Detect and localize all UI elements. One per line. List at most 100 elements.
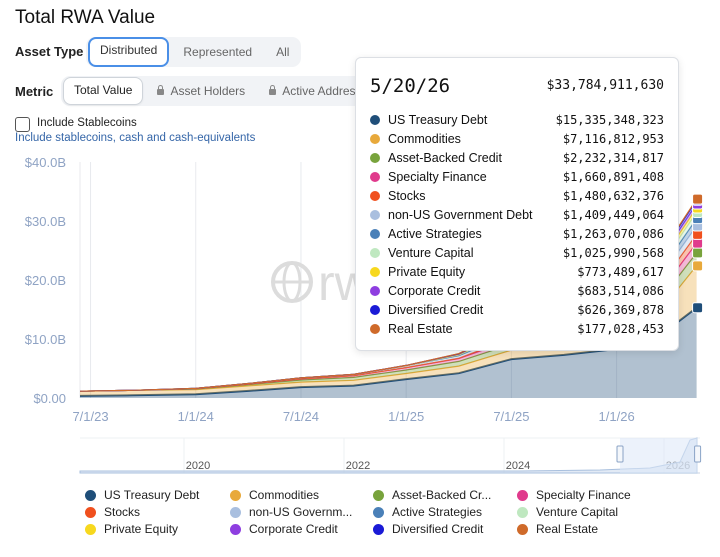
include-stablecoins-description: Include stablecoins, cash and cash-equiv… xyxy=(15,132,256,144)
series-area[interactable] xyxy=(80,307,697,398)
tooltip-series-value: $773,489,617 xyxy=(577,265,664,279)
tooltip-series-dot xyxy=(370,248,380,258)
legend-label: Asset-Backed Cr... xyxy=(392,488,492,502)
legend-label: Active Strategies xyxy=(392,505,483,519)
legend-dot xyxy=(85,524,96,535)
legend-dot xyxy=(373,490,384,501)
legend-dot xyxy=(517,524,528,535)
tooltip-series-dot xyxy=(370,286,380,296)
tooltip-row: non-US Government Debt $1,409,449,064 xyxy=(368,207,664,225)
legend-label: Venture Capital xyxy=(536,505,619,519)
metric-selector: Total Value Asset Holders Active Address… xyxy=(61,76,387,106)
tooltip-series-value: $683,514,086 xyxy=(577,284,664,298)
legend-dot xyxy=(517,507,528,518)
tooltip-series-name: Diversified Credit xyxy=(388,303,484,317)
x-tick-label: 7/1/24 xyxy=(283,409,319,424)
navigator-selection[interactable] xyxy=(620,438,698,473)
tooltip-series-dot xyxy=(370,210,380,220)
tooltip-row: Specialty Finance $1,660,891,408 xyxy=(368,169,664,187)
navigator-series xyxy=(79,437,698,474)
tooltip-series-name: Active Strategies xyxy=(388,227,482,241)
tooltip-series-value: $626,369,878 xyxy=(577,303,664,317)
tooltip-row: Stocks $1,480,632,376 xyxy=(368,188,664,206)
series-end-marker xyxy=(692,260,704,272)
legend-dot xyxy=(373,507,384,518)
tooltip-series-value: $1,409,449,064 xyxy=(562,208,664,222)
legend-dot xyxy=(85,507,96,518)
lock-icon xyxy=(157,85,165,95)
tooltip-series-value: $1,660,891,408 xyxy=(562,170,664,184)
asset-type-represented[interactable]: Represented xyxy=(183,45,253,59)
tooltip-total: $33,784,911,630 xyxy=(546,78,664,93)
x-tick-label: 7/1/23 xyxy=(72,409,108,424)
legend-label: Real Estate xyxy=(536,522,599,536)
tooltip-series-dot xyxy=(370,134,380,144)
x-tick-label: 1/1/25 xyxy=(388,409,424,424)
legend-dot xyxy=(373,524,384,535)
y-tick-label: $0.00 xyxy=(33,391,66,406)
tooltip-series-dot xyxy=(370,115,380,125)
asset-type-distributed[interactable]: Distributed xyxy=(88,37,170,67)
legend-label: Specialty Finance xyxy=(536,488,631,502)
legend-dot xyxy=(230,507,241,518)
tooltip-series-name: US Treasury Debt xyxy=(388,113,488,127)
navigator-handle-left[interactable] xyxy=(616,445,624,463)
tooltip-series-value: $177,028,453 xyxy=(577,322,664,336)
tooltip-series-name: Stocks xyxy=(388,189,426,203)
navigator-label: 2022 xyxy=(346,460,370,472)
tooltip-row: Active Strategies $1,263,070,086 xyxy=(368,226,664,244)
lock-icon xyxy=(269,85,277,95)
tooltip-series-name: non-US Government Debt xyxy=(388,208,533,222)
metric-asset-holders[interactable]: Asset Holders xyxy=(147,78,255,104)
asset-type-all[interactable]: All xyxy=(276,45,290,59)
legend-label: Diversified Credit xyxy=(392,522,484,536)
tooltip-series-value: $1,480,632,376 xyxy=(562,189,664,203)
metric-total-value[interactable]: Total Value xyxy=(63,77,144,105)
legend-dot xyxy=(230,524,241,535)
tooltip-series-name: Private Equity xyxy=(388,265,466,279)
tooltip-row: Venture Capital $1,025,990,568 xyxy=(368,245,664,263)
legend-dot xyxy=(85,490,96,501)
tooltip-series-dot xyxy=(370,305,380,315)
tooltip-series-value: $7,116,812,953 xyxy=(562,132,664,146)
chart-tooltip: 5/20/26 $33,784,911,630 US Treasury Debt… xyxy=(355,57,679,351)
page-title: Total RWA Value xyxy=(15,7,156,28)
y-tick-label: $20.0B xyxy=(25,273,66,288)
include-stablecoins-checkbox[interactable] xyxy=(15,117,30,132)
tooltip-series-name: Corporate Credit xyxy=(388,284,481,298)
tooltip-series-value: $1,025,990,568 xyxy=(562,246,664,260)
tooltip-series-name: Commodities xyxy=(388,132,461,146)
tooltip-series-dot xyxy=(370,229,380,239)
legend-label: US Treasury Debt xyxy=(104,488,200,502)
y-tick-label: $40.0B xyxy=(25,155,66,170)
legend-label: Stocks xyxy=(104,505,141,519)
tooltip-series-dot xyxy=(370,267,380,277)
tooltip-series-dot xyxy=(370,324,380,334)
asset-type-label: Asset Type xyxy=(15,44,84,59)
navigator-handle-right[interactable] xyxy=(694,445,702,463)
x-tick-label: 7/1/25 xyxy=(493,409,529,424)
tooltip-row: Corporate Credit $683,514,086 xyxy=(368,283,664,301)
metric-label: Metric xyxy=(15,84,54,99)
tooltip-series-dot xyxy=(370,191,380,201)
navigator-label: 2024 xyxy=(506,460,530,472)
tooltip-series-name: Asset-Backed Credit xyxy=(388,151,502,165)
tooltip-series-value: $15,335,348,323 xyxy=(555,113,664,127)
x-tick-label: 1/1/24 xyxy=(178,409,214,424)
tooltip-series-name: Specialty Finance xyxy=(388,170,487,184)
series-end-marker xyxy=(692,247,704,259)
tooltip-series-value: $1,263,070,086 xyxy=(562,227,664,241)
tooltip-row: Commodities $7,116,812,953 xyxy=(368,131,664,149)
tooltip-row: US Treasury Debt $15,335,348,323 xyxy=(368,112,664,130)
legend-label: Commodities xyxy=(249,488,320,502)
metric-asset-holders-label: Asset Holders xyxy=(170,84,246,98)
tooltip-series-name: Real Estate xyxy=(388,322,453,336)
metric-active-addresses[interactable]: Active Addresses xyxy=(259,78,384,104)
navigator-label: 2020 xyxy=(186,460,210,472)
tooltip-series-value: $2,232,314,817 xyxy=(562,151,664,165)
legend-label: Corporate Credit xyxy=(249,522,338,536)
tooltip-row: Asset-Backed Credit $2,232,314,817 xyxy=(368,150,664,168)
tooltip-row: Private Equity $773,489,617 xyxy=(368,264,664,282)
y-tick-label: $10.0B xyxy=(25,332,66,347)
y-tick-label: $30.0B xyxy=(25,214,66,229)
